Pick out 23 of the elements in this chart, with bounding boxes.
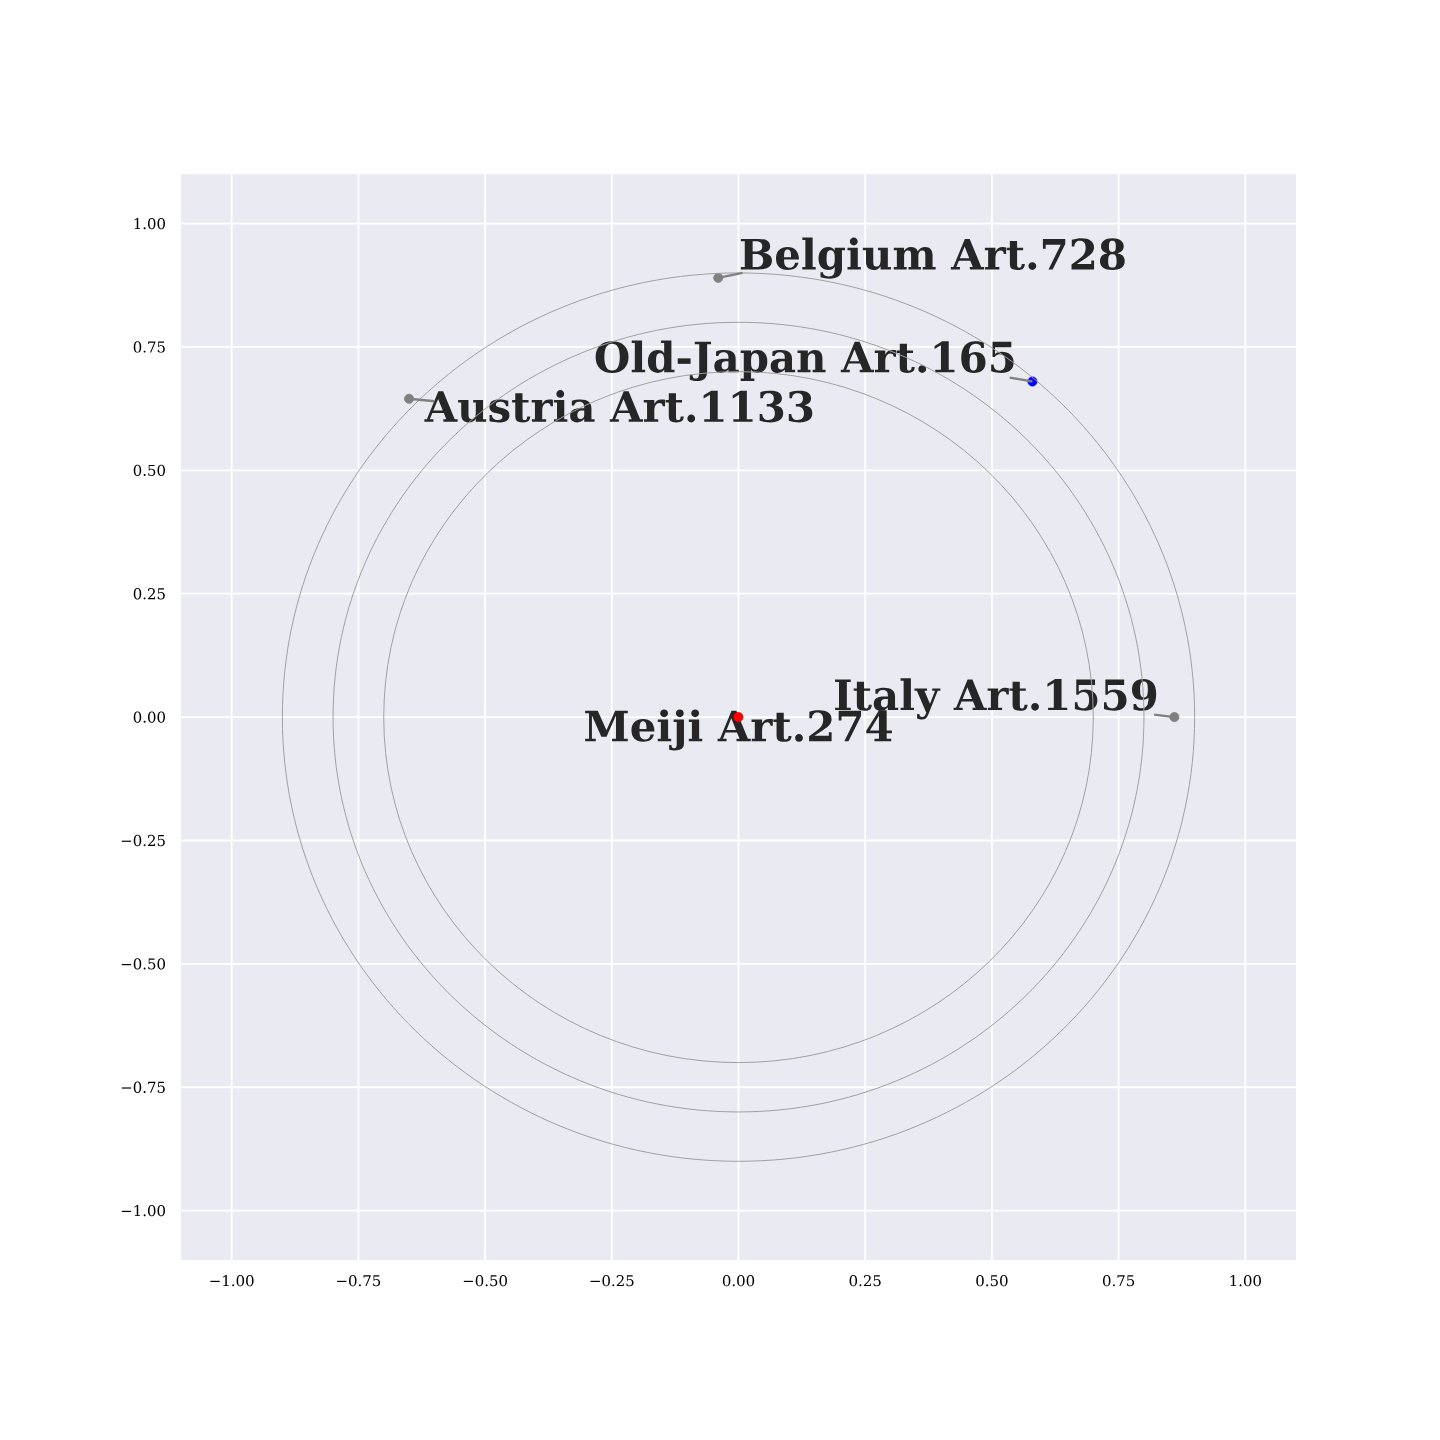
x-tick-label: 0.25 xyxy=(849,1275,881,1287)
annotation: Old-Japan Art.165 xyxy=(595,340,1014,382)
annotation: Austria Art.1133 xyxy=(424,390,813,423)
y-tick-label: 0.00 xyxy=(133,711,165,723)
y-tick-label: −0.75 xyxy=(121,1081,165,1093)
y-tick-label: 0.75 xyxy=(133,341,165,353)
x-tick-label: −0.25 xyxy=(590,1275,634,1287)
y-tick-label: 1.00 xyxy=(134,217,165,230)
x-tick-label: 1.00 xyxy=(1230,1275,1261,1287)
x-tick-label: −0.75 xyxy=(337,1275,381,1287)
y-tick-label: −0.50 xyxy=(121,958,165,970)
x-tick-label: −1.00 xyxy=(210,1275,254,1287)
y-tick-label: −0.25 xyxy=(121,834,165,847)
y-tick-label: 0.50 xyxy=(133,464,165,476)
x-tick-label: 0.00 xyxy=(722,1275,755,1287)
x-tick-label: 0.75 xyxy=(1102,1275,1135,1287)
point xyxy=(404,393,415,404)
annotation: Belgium Art.728 xyxy=(740,237,1125,279)
point xyxy=(1169,712,1180,723)
y-tick-label: 0.25 xyxy=(133,588,165,600)
x-tick-label: 0.50 xyxy=(976,1275,1008,1287)
y-tick-label: −1.00 xyxy=(121,1204,165,1217)
x-tick-label: −0.50 xyxy=(463,1275,507,1287)
